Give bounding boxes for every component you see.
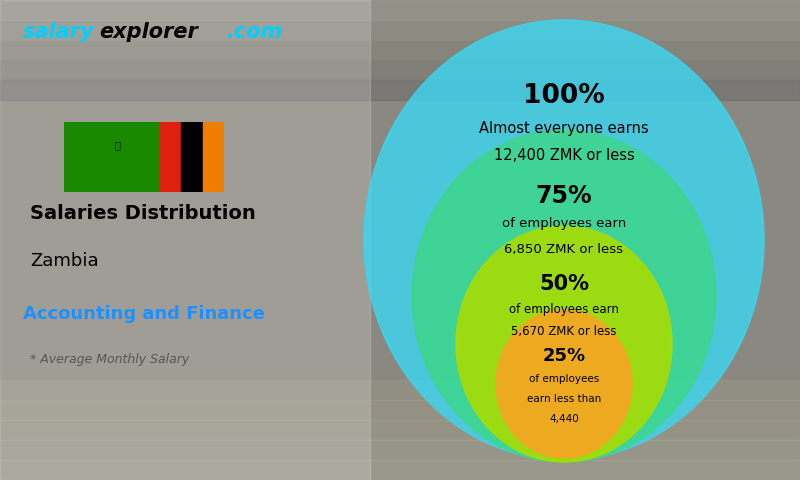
Text: 5,670 ZMK or less: 5,670 ZMK or less [511,325,617,338]
Bar [182,122,202,192]
Text: Zambia: Zambia [30,252,98,270]
Text: 6,850 ZMK or less: 6,850 ZMK or less [505,243,623,256]
Text: Almost everyone earns: Almost everyone earns [479,120,649,135]
Text: Accounting and Finance: Accounting and Finance [22,305,265,323]
Text: of employees earn: of employees earn [502,217,626,230]
Bar [0,60,800,80]
Bar [0,420,800,440]
Bar [0,460,800,480]
Bar [0,400,800,420]
Bar [0,20,800,40]
Text: of employees earn: of employees earn [509,303,619,316]
Text: 12,400 ZMK or less: 12,400 ZMK or less [494,148,634,164]
Ellipse shape [412,130,716,462]
Bar [0,40,800,60]
Text: 75%: 75% [536,184,592,208]
Text: 100%: 100% [523,83,605,109]
Text: Salaries Distribution: Salaries Distribution [30,204,256,223]
Ellipse shape [364,20,764,460]
Text: .com: .com [226,22,282,42]
Bar [0,0,800,20]
Text: 4,440: 4,440 [549,414,579,424]
Text: salary: salary [22,22,94,42]
Text: 25%: 25% [542,347,586,365]
Bar [0,80,800,100]
Text: 50%: 50% [539,274,589,294]
Text: 🦅: 🦅 [114,140,120,150]
Ellipse shape [456,226,672,462]
Text: explorer: explorer [100,22,198,42]
Bar [0,0,370,480]
Text: * Average Monthly Salary: * Average Monthly Salary [30,353,190,366]
Text: earn less than: earn less than [527,394,601,404]
Bar [0,440,800,460]
Bar [0,380,800,400]
Bar [202,122,224,192]
Text: of employees: of employees [529,374,599,384]
Ellipse shape [496,310,632,458]
Bar [160,122,182,192]
